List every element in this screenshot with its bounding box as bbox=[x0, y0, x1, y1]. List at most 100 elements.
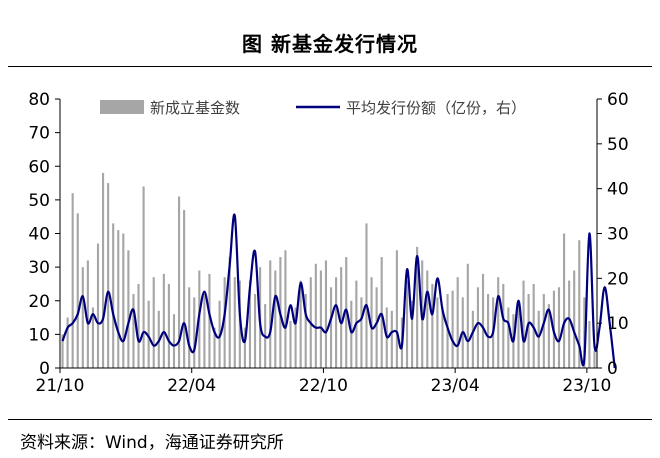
bar bbox=[456, 277, 459, 368]
bar bbox=[370, 277, 373, 368]
bar bbox=[466, 263, 469, 368]
bar bbox=[213, 327, 216, 368]
bar bbox=[593, 351, 596, 368]
left-tick-label: 50 bbox=[28, 191, 50, 211]
bar bbox=[329, 287, 333, 368]
bar bbox=[243, 327, 246, 368]
bar bbox=[426, 270, 429, 368]
bar bbox=[96, 243, 100, 368]
legend-bar-swatch bbox=[100, 100, 144, 114]
bar bbox=[289, 320, 292, 368]
bar bbox=[557, 287, 561, 368]
right-tick-label: 20 bbox=[607, 269, 629, 289]
bar bbox=[127, 250, 130, 368]
bar bbox=[537, 310, 540, 368]
bar bbox=[324, 260, 328, 368]
bar bbox=[350, 300, 353, 368]
bar bbox=[248, 280, 252, 368]
x-tick-label: 22/10 bbox=[299, 376, 348, 396]
left-tick-label: 20 bbox=[28, 292, 50, 312]
title-bar: 图 新基金发行情况 bbox=[0, 0, 660, 66]
bar bbox=[269, 260, 272, 368]
bar bbox=[380, 257, 383, 368]
bar bbox=[578, 240, 581, 368]
bar bbox=[481, 273, 485, 368]
legend-line-label: 平均发行份额（亿份，右） bbox=[346, 99, 526, 117]
x-tick-label: 22/04 bbox=[167, 376, 216, 396]
top-rule bbox=[8, 66, 652, 67]
bar bbox=[228, 257, 231, 368]
bar bbox=[314, 263, 317, 368]
bar bbox=[335, 277, 338, 368]
bar bbox=[416, 246, 419, 368]
bar bbox=[487, 294, 490, 368]
right-tick-label: 40 bbox=[607, 180, 629, 200]
bar bbox=[147, 300, 150, 368]
bar bbox=[86, 260, 89, 368]
x-tick-label: 23/10 bbox=[562, 376, 611, 396]
bar bbox=[132, 294, 135, 368]
bar bbox=[208, 273, 211, 368]
bar bbox=[188, 287, 191, 368]
x-tick-label: 21/10 bbox=[36, 376, 85, 396]
bar bbox=[172, 314, 176, 368]
bar bbox=[436, 297, 439, 368]
bar bbox=[405, 280, 409, 368]
bar bbox=[304, 294, 307, 368]
bar bbox=[91, 307, 94, 368]
bar bbox=[71, 193, 74, 368]
bar bbox=[547, 304, 550, 368]
bar bbox=[112, 223, 115, 368]
bar bbox=[431, 283, 434, 368]
right-tick-label: 30 bbox=[607, 225, 629, 245]
bar bbox=[167, 283, 170, 368]
bar bbox=[395, 250, 398, 368]
x-tick-label: 23/04 bbox=[431, 376, 480, 396]
bar bbox=[101, 172, 105, 368]
bar bbox=[573, 270, 576, 368]
bar bbox=[162, 273, 165, 368]
bar bbox=[375, 287, 378, 368]
bar bbox=[193, 297, 196, 368]
bar bbox=[365, 223, 368, 368]
bar bbox=[502, 283, 505, 368]
bar bbox=[507, 307, 510, 368]
bar bbox=[390, 310, 393, 368]
bar bbox=[152, 277, 155, 368]
left-tick-label: 60 bbox=[28, 157, 50, 177]
bar bbox=[527, 294, 530, 368]
bar bbox=[76, 213, 79, 368]
bar bbox=[117, 230, 120, 368]
bar bbox=[583, 297, 586, 368]
right-tick-label: 10 bbox=[607, 314, 629, 334]
series-line bbox=[61, 213, 616, 369]
left-tick-label: 40 bbox=[28, 225, 50, 245]
chart-title: 图 新基金发行情况 bbox=[242, 32, 418, 56]
axes: 0 10 20 30 40 50 60 70 80 0 10 20 30 40 50 60 21/10 22/04… bbox=[28, 90, 628, 396]
bar bbox=[441, 307, 444, 368]
right-tick-label: 60 bbox=[607, 90, 629, 110]
bar bbox=[360, 297, 363, 368]
bar bbox=[253, 294, 257, 368]
bar bbox=[411, 300, 414, 368]
right-tick-label: 0 bbox=[607, 359, 618, 379]
bar bbox=[223, 277, 226, 368]
legend: 新成立基金数 平均发行份额（亿份，右） bbox=[100, 99, 526, 117]
right-tick-label: 50 bbox=[607, 135, 629, 155]
bar bbox=[107, 183, 110, 368]
left-tick-label: 10 bbox=[28, 325, 50, 345]
line-series bbox=[61, 213, 616, 369]
bar bbox=[542, 294, 545, 368]
bar bbox=[137, 283, 140, 368]
bar bbox=[66, 317, 69, 368]
bar bbox=[183, 209, 186, 368]
bar bbox=[476, 287, 480, 368]
bar bbox=[451, 290, 454, 368]
bar bbox=[497, 277, 500, 368]
bar bbox=[299, 280, 302, 368]
bar bbox=[274, 270, 277, 368]
bar bbox=[294, 307, 297, 368]
left-tick-label: 70 bbox=[28, 124, 50, 144]
bar bbox=[122, 233, 125, 368]
left-tick-label: 30 bbox=[28, 258, 50, 278]
